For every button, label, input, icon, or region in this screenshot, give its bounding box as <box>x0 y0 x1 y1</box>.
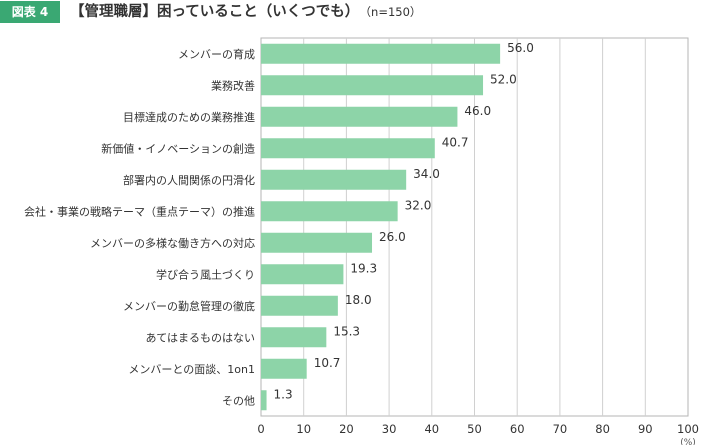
x-tick-label: 60 <box>510 422 525 436</box>
bar <box>261 390 267 411</box>
category-label: 目標達成のための業務推進 <box>123 110 255 124</box>
bar <box>261 75 484 96</box>
figure-header: 図表 4 【管理職層】困っていること（いくつでも） （n=150） <box>0 0 727 26</box>
bar-chart: 0 10 20 30 40 50 60 70 80 90 100 (%) メンバーの育成 56.0 業務改善… <box>24 37 699 445</box>
x-tick-label: 90 <box>638 422 653 436</box>
category-label: 会社・事業の戦略テーマ（重点テーマ）の推進 <box>24 204 255 218</box>
bar <box>261 106 458 127</box>
x-tick-label: 70 <box>553 422 568 436</box>
bar <box>261 327 327 348</box>
value-label: 46.0 <box>464 104 491 118</box>
bar <box>261 232 373 253</box>
category-label: メンバーの勤怠管理の徹底 <box>123 299 255 313</box>
category-label: 部署内の人間関係の円滑化 <box>123 173 255 187</box>
category-label: その他 <box>222 394 255 407</box>
value-label: 56.0 <box>507 41 534 55</box>
x-tick-label: 100 <box>677 422 699 436</box>
bar <box>261 358 307 379</box>
x-tick-label: 20 <box>339 422 354 436</box>
category-label: 学び合う風土づくり <box>156 267 255 281</box>
bar <box>261 43 501 64</box>
value-label: 34.0 <box>413 167 440 181</box>
bar <box>261 138 435 159</box>
bar <box>261 201 398 222</box>
x-tick-label: 30 <box>382 422 397 436</box>
value-label: 40.7 <box>442 135 469 149</box>
chart-subtitle: （n=150） <box>365 5 422 19</box>
value-label: 1.3 <box>274 387 293 401</box>
category-label: メンバーとの面談、1on1 <box>128 362 255 376</box>
chart-title-text: 【管理職層】困っていること（いくつでも） <box>70 4 360 20</box>
bar <box>261 264 344 285</box>
bar <box>261 169 407 190</box>
value-label: 18.0 <box>345 293 372 307</box>
category-label: あてはまるものはない <box>145 331 255 344</box>
category-label: 新価値・イノベーションの創造 <box>101 141 255 155</box>
x-tick-label: 10 <box>296 422 311 436</box>
x-tick-label: 80 <box>595 422 610 436</box>
value-label: 52.0 <box>490 72 517 86</box>
category-label: メンバーの育成 <box>178 47 255 61</box>
x-tick-label: 40 <box>424 422 439 436</box>
chart-title: 【管理職層】困っていること（いくつでも） （n=150） <box>70 2 421 22</box>
value-label: 10.7 <box>314 356 341 370</box>
x-unit-label: (%) <box>680 438 696 445</box>
x-tick-label: 0 <box>257 422 264 436</box>
figure-label-badge: 図表 4 <box>0 1 60 23</box>
value-label: 32.0 <box>405 198 432 212</box>
bar <box>261 295 338 316</box>
category-label: 業務改善 <box>211 78 255 92</box>
category-label: メンバーの多様な働き方への対応 <box>90 236 255 250</box>
value-label: 19.3 <box>350 261 377 275</box>
x-tick-label: 50 <box>467 422 482 436</box>
value-label: 15.3 <box>333 324 360 338</box>
value-label: 26.0 <box>379 230 406 244</box>
